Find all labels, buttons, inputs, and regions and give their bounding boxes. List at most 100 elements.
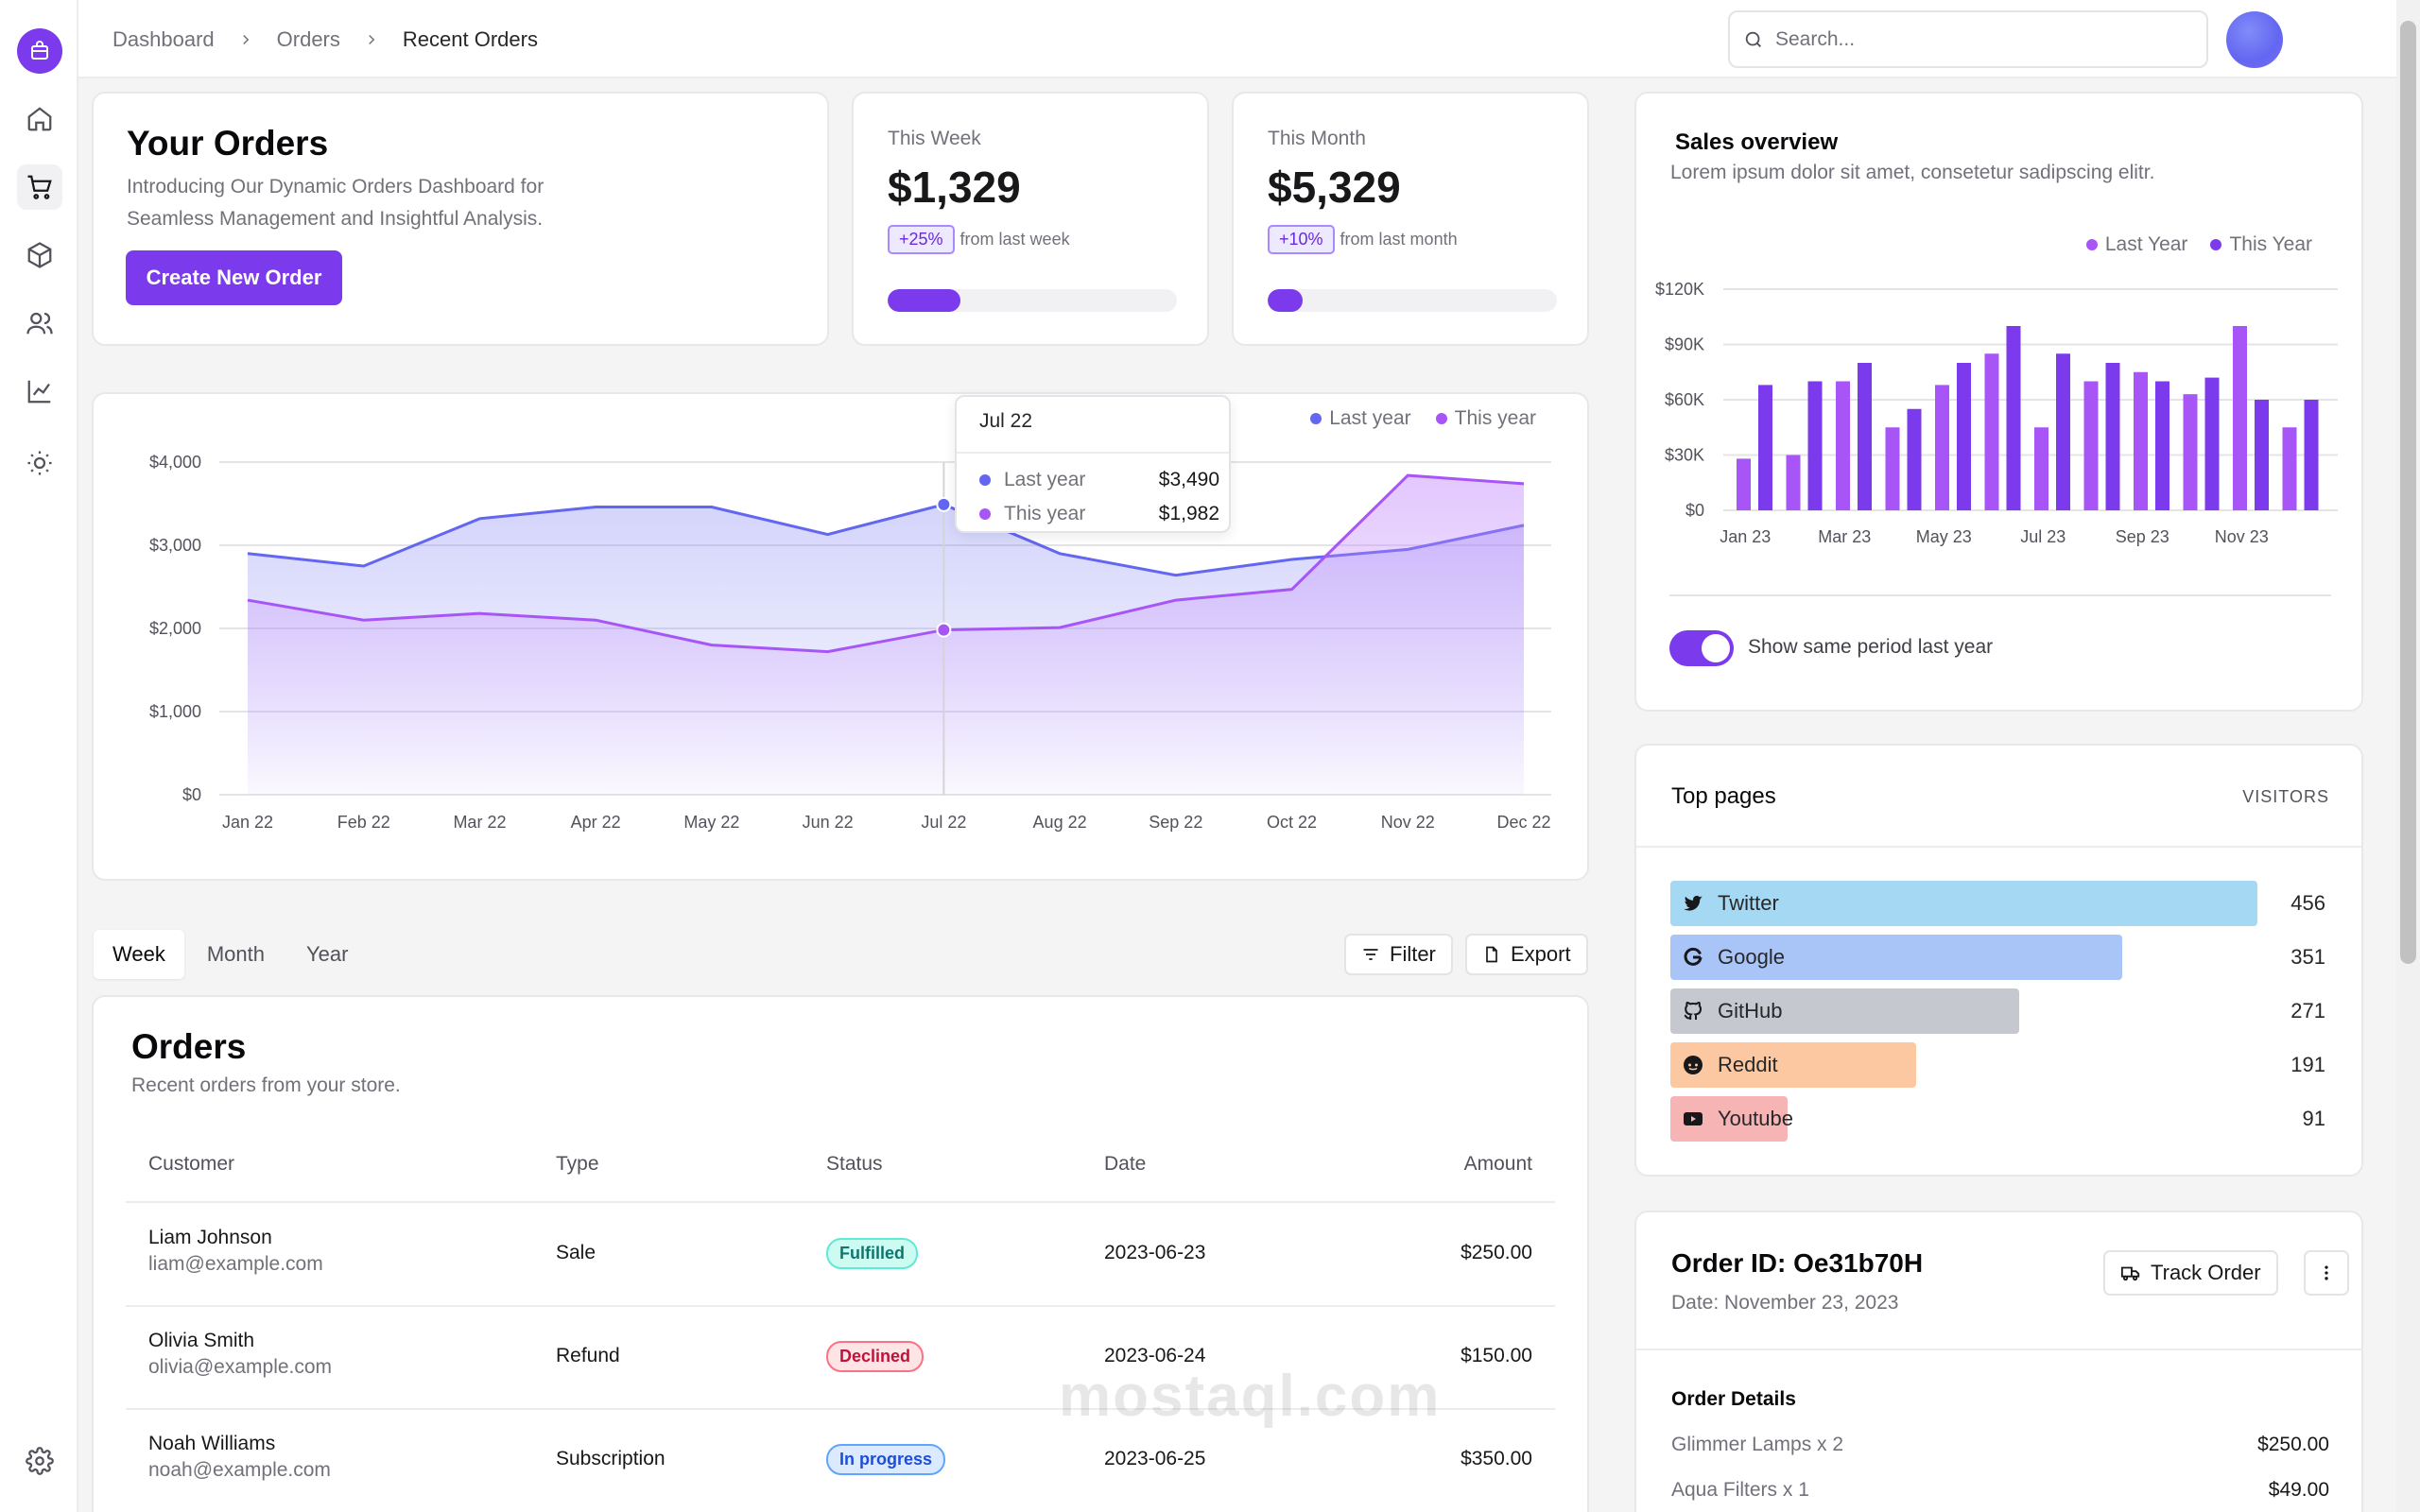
- this-week-label: This Week: [888, 128, 981, 149]
- package-icon[interactable]: [17, 232, 62, 278]
- table-row[interactable]: Olivia Smith olivia@example.com: [148, 1330, 332, 1379]
- your-orders-title: Your Orders: [127, 124, 329, 163]
- this-week-progress: [888, 289, 1177, 312]
- top-page-twitter[interactable]: Twitter: [1670, 881, 2257, 926]
- top-pages-title: Top pages: [1671, 783, 1776, 809]
- github-icon: [1682, 1000, 1704, 1022]
- chart-tooltip: Jul 22 Last year $3,490 This year $1,982: [955, 395, 1231, 533]
- your-orders-card: Your Orders Introducing Our Dynamic Orde…: [92, 92, 829, 346]
- watermark: mostaql.com: [1059, 1364, 1442, 1429]
- same-period-toggle[interactable]: [1669, 630, 1734, 666]
- google-icon: [1682, 946, 1704, 969]
- order-id: Order ID: Oe31b70H: [1671, 1248, 1924, 1278]
- bar-last-year: [2134, 371, 2148, 510]
- bar-this-year: [2155, 381, 2169, 510]
- this-month-compare: from last month: [1340, 230, 1458, 249]
- this-month-card: This Month $5,329 +10% from last month: [1232, 92, 1589, 346]
- table-row[interactable]: Liam Johnson liam@example.com: [148, 1227, 323, 1276]
- this-week-badge: +25%: [888, 225, 955, 254]
- this-month-label: This Month: [1268, 128, 1366, 149]
- legend-this-year-bars[interactable]: This Year: [2210, 233, 2312, 256]
- filter-button[interactable]: Filter: [1344, 934, 1453, 975]
- tab-month[interactable]: Month: [206, 942, 265, 966]
- customer-email: olivia@example.com: [148, 1356, 333, 1378]
- x-tick-label: May 23: [1916, 527, 1972, 546]
- breadcrumb-dashboard[interactable]: Dashboard: [112, 26, 215, 51]
- bar-this-year: [1907, 408, 1922, 510]
- twitter-icon: [1682, 892, 1704, 915]
- top-page-visitors: 191: [2290, 1053, 2325, 1076]
- legend-last-year-bars[interactable]: Last Year: [2085, 233, 2187, 256]
- top-page-reddit[interactable]: Reddit: [1670, 1042, 1916, 1088]
- top-page-label: Google: [1718, 945, 1785, 969]
- series-line-this-year: [247, 473, 1525, 654]
- export-button[interactable]: Export: [1465, 934, 1588, 975]
- table-row[interactable]: Noah Williams noah@example.com: [148, 1433, 331, 1482]
- chart-icon[interactable]: [17, 369, 62, 414]
- order-details-heading: Order Details: [1671, 1388, 1796, 1410]
- header-type[interactable]: Type: [556, 1153, 599, 1175]
- legend-this-year[interactable]: This year: [1435, 407, 1536, 430]
- order-date: 2023-06-25: [1104, 1448, 1206, 1469]
- breadcrumb-orders[interactable]: Orders: [276, 26, 340, 51]
- header-status[interactable]: Status: [826, 1153, 883, 1175]
- x-tick-label: Sep 23: [2116, 527, 2169, 546]
- order-type: Refund: [556, 1345, 620, 1366]
- tab-week[interactable]: Week: [94, 930, 184, 979]
- track-order-button[interactable]: Track Order: [2103, 1250, 2278, 1296]
- users-icon[interactable]: [17, 301, 62, 346]
- bar-this-year: [2204, 377, 2220, 510]
- x-tick-label: Aug 22: [1033, 813, 1087, 832]
- tab-year[interactable]: Year: [306, 942, 349, 966]
- top-page-github[interactable]: GitHub: [1670, 988, 2019, 1034]
- order-type: Sale: [556, 1242, 596, 1263]
- status-badge: In progress: [826, 1444, 946, 1475]
- search-box[interactable]: [1728, 10, 2208, 68]
- top-page-visitors: 351: [2290, 945, 2325, 969]
- this-week-progress-fill: [888, 289, 960, 312]
- order-amount: $250.00: [1461, 1242, 1532, 1263]
- order-amount: $150.00: [1461, 1345, 1532, 1366]
- area-fill-this-year: [248, 475, 1524, 795]
- bar-last-year: [1984, 353, 1999, 510]
- x-tick-label: May 22: [683, 813, 739, 832]
- period-tabs: Week Month Year: [94, 930, 367, 979]
- chevron-right-icon: [369, 34, 375, 44]
- top-header: Dashboard Orders Recent Orders: [78, 0, 2396, 78]
- toggle-label: Show same period last year: [1748, 636, 1994, 658]
- sun-icon[interactable]: [17, 440, 62, 486]
- order-date: 2023-06-23: [1104, 1242, 1206, 1263]
- bar-this-year: [2105, 363, 2120, 510]
- top-page-visitors: 456: [2290, 891, 2325, 915]
- create-new-order-button[interactable]: Create New Order: [126, 250, 342, 305]
- breadcrumb: Dashboard Orders Recent Orders: [112, 0, 538, 78]
- line-item-name: Glimmer Lamps x 2: [1671, 1434, 1844, 1455]
- bag-icon[interactable]: [17, 28, 62, 74]
- more-options-button[interactable]: [2304, 1250, 2349, 1296]
- top-page-google[interactable]: Google: [1670, 935, 2122, 980]
- y-tick-label: $4,000: [149, 453, 201, 472]
- top-page-label: Youtube: [1718, 1107, 1793, 1130]
- gear-icon[interactable]: [17, 1438, 62, 1484]
- revenue-area-chart[interactable]: $0 $1,000 $2,000 $3,000 $4,000 Jan 22 Feb 22 Ma…: [94, 394, 1587, 879]
- legend-last-year[interactable]: Last year: [1310, 407, 1411, 430]
- search-input[interactable]: [1775, 27, 2172, 51]
- top-page-youtube[interactable]: Youtube: [1670, 1096, 1793, 1142]
- x-tick-label: Jun 22: [803, 813, 854, 832]
- bar-this-year: [1807, 381, 1823, 510]
- bar-last-year: [2083, 381, 2099, 510]
- scrollbar-thumb[interactable]: [2400, 21, 2416, 964]
- header-date[interactable]: Date: [1104, 1153, 1147, 1175]
- x-tick-label: Nov 22: [1381, 813, 1435, 832]
- header-amount[interactable]: Amount: [1463, 1153, 1532, 1175]
- cart-icon[interactable]: [17, 164, 62, 210]
- header-customer[interactable]: Customer: [148, 1153, 235, 1175]
- home-icon[interactable]: [17, 96, 62, 142]
- status-badge: Fulfilled: [826, 1238, 918, 1269]
- avatar[interactable]: [2226, 11, 2283, 68]
- y-tick-label: $0: [182, 785, 201, 804]
- line-item-price: $250.00: [2257, 1434, 2329, 1455]
- x-tick-label: Dec 22: [1496, 813, 1550, 832]
- filter-icon: [1363, 949, 1378, 960]
- sales-bar-chart[interactable]: $0 $30K $60K $90K $120K Jan 23 Mar 23 May 23 Jul…: [1636, 255, 2361, 567]
